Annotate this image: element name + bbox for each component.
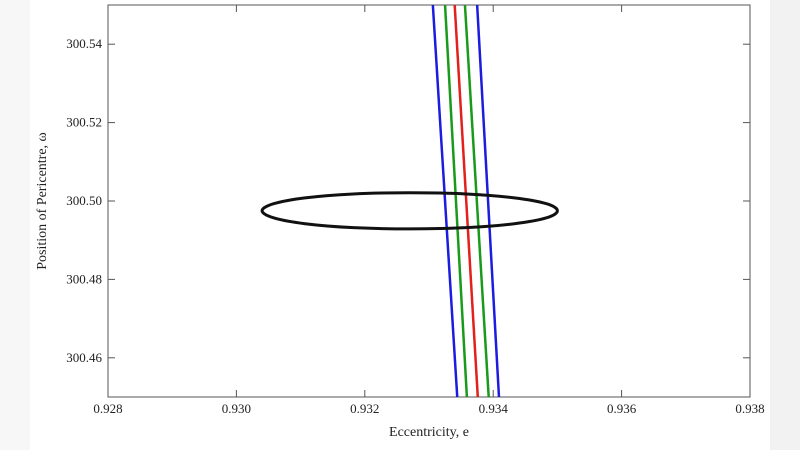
x-tick-label: 0.936 [607,401,637,416]
plot-frame [107,4,751,398]
y-tick-label: 300.46 [66,350,102,365]
x-axis-label: Eccentricity, e [389,425,469,440]
x-tick-label: 0.928 [93,401,122,416]
y-tick-label: 300.50 [66,193,102,208]
x-tick-label: 0.930 [222,401,251,416]
ellipse-curve [260,191,559,231]
edge-strip [770,0,800,450]
y-tick-label: 300.48 [66,271,102,286]
series-line [475,5,501,397]
x-tick-label: 0.934 [479,401,509,416]
series-line [453,5,480,397]
series-line [443,5,469,397]
edge-strip [0,0,30,450]
y-tick-label: 300.54 [66,36,102,51]
x-tick-label: 0.938 [735,401,764,416]
series-line [463,5,490,397]
x-tick-label: 0.932 [350,401,379,416]
y-axis-label: Position of Pericentre, ω [35,132,50,270]
y-tick-label: 300.52 [66,115,102,130]
series-line [431,5,459,397]
